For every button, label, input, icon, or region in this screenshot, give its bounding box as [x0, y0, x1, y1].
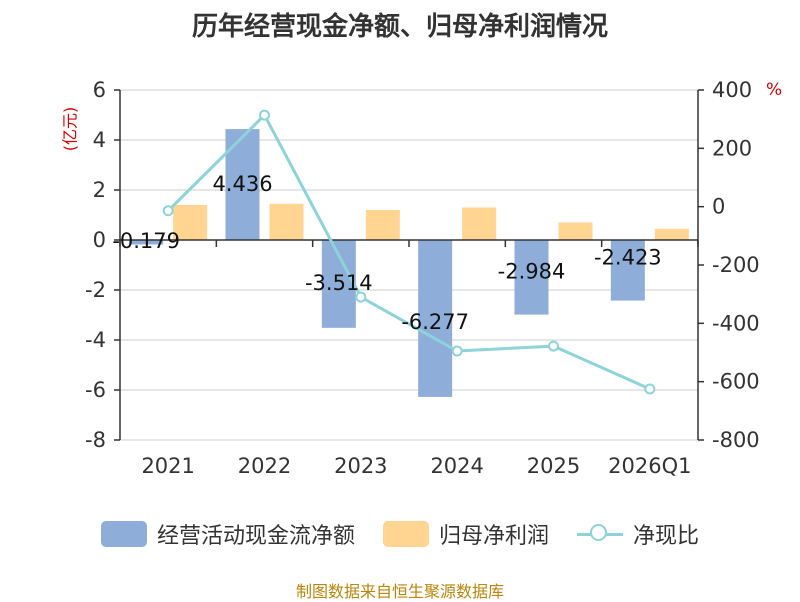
- left-axis-tick-label: -6: [85, 378, 106, 402]
- bar-profit-2021: [173, 205, 208, 240]
- x-axis-label-2022: 2022: [238, 454, 291, 478]
- bar-profit-2025: [558, 222, 593, 240]
- legend-label-profit: 归母净利润: [438, 524, 549, 549]
- x-axis-label-2026Q1: 2026Q1: [608, 454, 691, 478]
- right-axis-tick-label: -400: [712, 311, 760, 335]
- x-axis-label-2023: 2023: [334, 454, 387, 478]
- right-axis-tick-label: -800: [712, 428, 760, 452]
- point-ratio-2024: [451, 345, 463, 357]
- x-axis-label-2021: 2021: [141, 454, 194, 478]
- point-ratio-2021: [162, 205, 174, 217]
- left-axis-tick-label: 0: [93, 228, 106, 252]
- right-axis-tick-label: -600: [712, 370, 760, 394]
- legend: 经营活动现金流净额 归母净利润 净现比: [0, 518, 800, 550]
- legend-swatch-ratio: [577, 521, 623, 547]
- left-axis-tick-label: 6: [93, 78, 106, 102]
- data-label-cash-2022: 4.436: [212, 172, 272, 196]
- data-label-cash-2021: -0.179: [112, 229, 180, 253]
- right-axis-unit: %: [766, 80, 783, 100]
- right-axis-tick-label: 200: [712, 136, 752, 160]
- legend-label-cash: 经营活动现金流净额: [156, 524, 355, 549]
- left-axis-tick-label: 4: [93, 128, 106, 152]
- point-ratio-2022: [259, 109, 270, 121]
- left-axis-tick-label: 2: [93, 178, 106, 202]
- data-label-cash-2023: -3.514: [305, 271, 373, 295]
- bar-profit-2023: [365, 210, 400, 240]
- legend-item-profit[interactable]: 归母净利润: [382, 518, 549, 550]
- legend-swatch-profit: [382, 521, 429, 547]
- legend-item-ratio[interactable]: 净现比: [577, 518, 699, 550]
- right-axis-tick-label: -200: [712, 253, 760, 277]
- left-axis-tick-label: -2: [85, 278, 106, 302]
- x-axis-label-2025: 2025: [527, 454, 580, 478]
- x-axis-label-2024: 2024: [430, 454, 483, 478]
- bar-cash-2025: [514, 240, 549, 315]
- legend-swatch-cash: [100, 521, 147, 547]
- point-ratio-2023: [355, 291, 367, 303]
- right-axis-tick-label: 0: [712, 195, 725, 219]
- bar-cash-2024: [418, 240, 453, 397]
- point-ratio-2025: [548, 340, 559, 352]
- left-axis-tick-label: -8: [85, 428, 106, 452]
- left-axis-tick-label: -4: [85, 328, 106, 352]
- legend-item-cash[interactable]: 经营活动现金流净额: [100, 518, 355, 550]
- bar-profit-2026Q1: [654, 228, 689, 240]
- legend-label-ratio: 净现比: [633, 524, 700, 549]
- point-ratio-2026Q1: [644, 383, 656, 395]
- bar-cash-2026Q1: [610, 240, 645, 301]
- bar-profit-2022: [269, 203, 304, 240]
- chart-title: 历年经营现金净额、归母净利润情况: [191, 12, 608, 42]
- data-label-cash-2025: -2.984: [498, 260, 566, 284]
- data-label-cash-2026Q1: -2.423: [594, 246, 662, 270]
- right-axis-tick-label: 400: [712, 78, 752, 102]
- bar-cash-2021: [129, 240, 164, 245]
- bar-profit-2024: [462, 207, 497, 240]
- data-label-cash-2024: -6.277: [401, 310, 469, 334]
- line-ratio: [167, 112, 651, 391]
- source-note: 制图数据来自恒生聚源数据库: [295, 582, 504, 601]
